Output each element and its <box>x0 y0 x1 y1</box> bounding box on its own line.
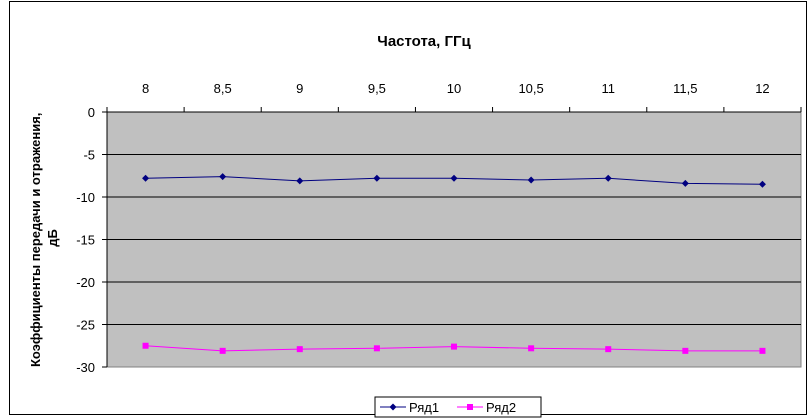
plot-area: 0 -5 -10 -15 -20 -25 -30 8 8,5 9 9,5 10 10,5 11 11,5 12 <box>76 81 802 375</box>
series-1-point-8 <box>758 180 766 188</box>
x-tick-label-4: 10 <box>447 81 461 96</box>
series-2-point-4 <box>451 343 457 350</box>
y-tick-label-5: -25 <box>76 318 95 333</box>
legend-marker-2 <box>467 404 473 410</box>
legend: Ряд1 Ряд2 <box>374 396 542 418</box>
x-tick-label-6: 11 <box>601 81 615 96</box>
x-tick-label-8: 12 <box>755 81 769 96</box>
series-2-point-7 <box>682 347 689 354</box>
legend-label-2: Ряд2 <box>486 400 516 415</box>
series-1-point-7 <box>681 179 689 187</box>
series-1-point-2 <box>296 177 304 185</box>
x-tick-label-3: 9,5 <box>368 81 386 96</box>
y-axis-title-line-2: дБ <box>45 229 60 247</box>
y-axis-title-line-1: Коэффициенты передачи и отражения, <box>28 113 43 367</box>
legend-label-1: Ряд1 <box>409 400 439 415</box>
series-2-point-1 <box>219 347 226 354</box>
y-axis-title: Коэффициенты передачи и отражения, дБ <box>28 109 60 367</box>
series-1-point-4 <box>450 174 458 182</box>
y-tick-label-4: -20 <box>76 275 95 290</box>
x-tick-label-7: 11,5 <box>673 81 697 96</box>
chart-title: Частота, ГГц <box>377 33 471 50</box>
series-1-point-5 <box>527 176 535 184</box>
x-tick-label-2: 9 <box>296 81 303 96</box>
series-2-point-3 <box>373 345 380 352</box>
y-tick-label-6: -30 <box>76 360 95 375</box>
series-1-point-6 <box>604 174 612 182</box>
x-tick-label-0: 8 <box>142 81 149 96</box>
series-2-point-0 <box>142 342 149 349</box>
y-tick-label-0: 0 <box>88 105 95 120</box>
series-1-point-0 <box>142 174 150 182</box>
series-2-point-8 <box>759 347 766 354</box>
series-1-point-1 <box>219 173 227 181</box>
x-tick-label-5: 10,5 <box>518 81 543 96</box>
series-1-point-3 <box>373 174 381 182</box>
x-tick-label-1: 8,5 <box>214 81 232 96</box>
y-tick-label-3: -15 <box>76 233 95 248</box>
series-2-point-6 <box>605 346 612 353</box>
svg-text:Коэффициенты передачи и отраже: Коэффициенты передачи и отражения, дБ <box>28 109 60 367</box>
series-2-point-5 <box>528 345 535 352</box>
legend-marker-1 <box>389 403 397 411</box>
series-2-point-2 <box>296 346 303 353</box>
y-tick-label-2: -10 <box>76 190 95 205</box>
y-tick-label-1: -5 <box>83 148 95 163</box>
